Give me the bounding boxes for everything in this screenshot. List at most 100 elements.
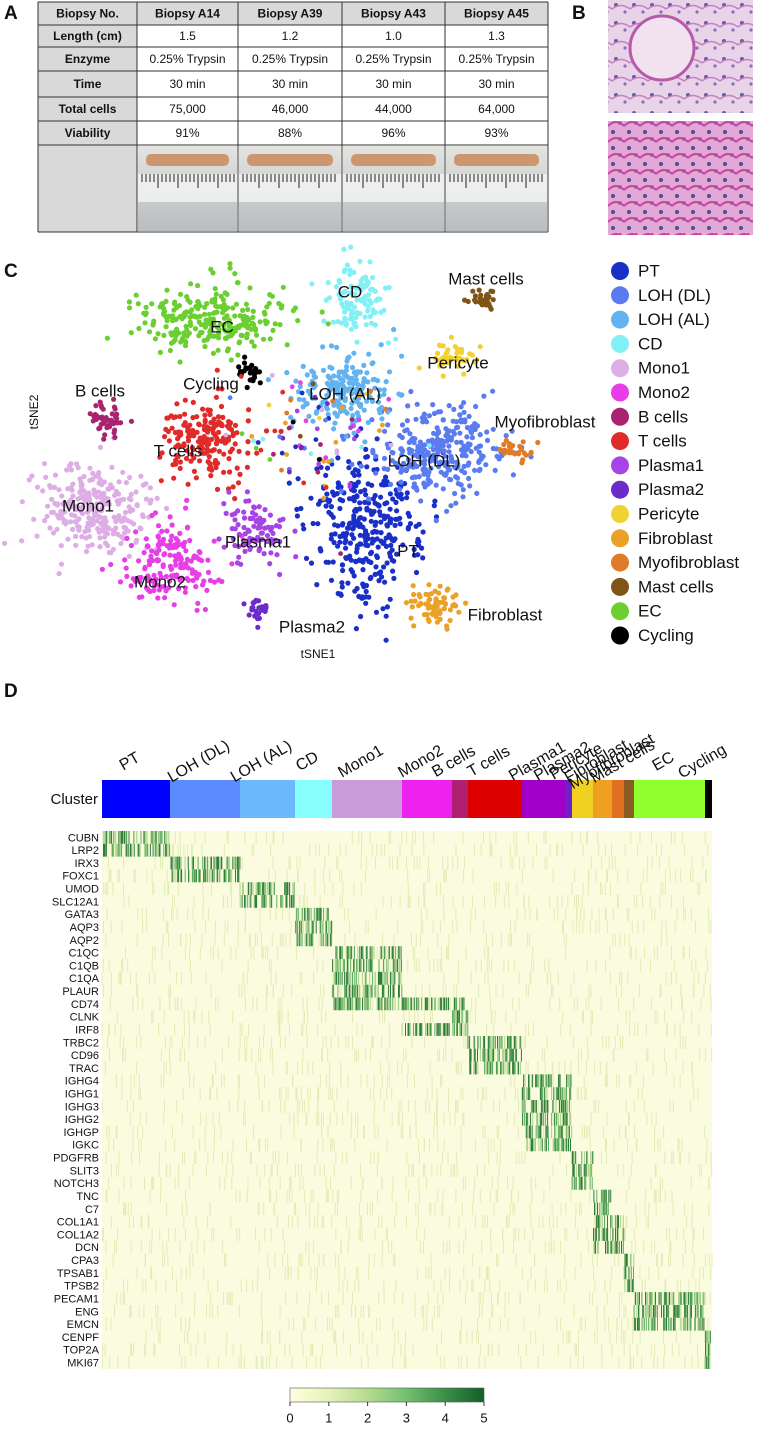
cell-point: [177, 413, 183, 420]
cell-point: [472, 359, 478, 365]
cell-point: [413, 416, 419, 422]
cell-point: [120, 469, 126, 475]
cell-point: [441, 448, 447, 454]
cell-point: [277, 539, 283, 545]
cell-point: [361, 362, 367, 368]
expression-stripes: [123, 895, 684, 908]
cell-point: [97, 444, 104, 450]
legend-swatch: [611, 456, 629, 475]
cell-point: [138, 473, 144, 479]
cell-point: [99, 566, 105, 572]
cell-point: [361, 376, 367, 382]
cell-point: [447, 607, 453, 613]
cell-point: [405, 403, 411, 409]
cell-point: [351, 573, 357, 579]
gene-label: COL1A2: [57, 1229, 99, 1241]
cell-point: [181, 565, 187, 571]
cell-point: [325, 321, 331, 327]
cell-point: [160, 540, 166, 547]
expression-stripes: [171, 869, 240, 883]
gene-label: AQP3: [70, 922, 99, 934]
cell-point: [237, 368, 244, 375]
cell-point: [347, 553, 353, 559]
cell-point: [215, 335, 222, 341]
cell-point: [232, 496, 238, 502]
cell-point: [169, 425, 175, 431]
cell-point: [314, 409, 320, 415]
cell-point: [371, 508, 377, 515]
cell-point: [250, 536, 256, 542]
cell-point: [349, 364, 356, 371]
cluster-bar: [295, 780, 332, 818]
cell-point: [265, 377, 271, 383]
cell-point: [437, 599, 443, 606]
cell-point: [393, 461, 400, 467]
gene-label: FOXC1: [62, 871, 99, 883]
cell-point: [232, 542, 238, 549]
cell-point: [440, 417, 446, 423]
cell-point: [238, 374, 244, 379]
cell-point: [244, 489, 250, 495]
cell-point: [67, 463, 73, 469]
cell-point: [355, 369, 362, 375]
cell-point: [19, 538, 25, 544]
colorbar-tick-label: 5: [480, 1410, 487, 1425]
cell-point: [171, 339, 177, 345]
cell-point: [267, 292, 273, 298]
cell-point: [185, 524, 191, 530]
cell-point: [338, 484, 344, 490]
cell-point: [187, 309, 193, 315]
cell-point: [351, 304, 358, 310]
expression-stripes: [114, 843, 709, 857]
cell-point: [109, 411, 115, 417]
cell-point: [316, 461, 322, 467]
cell-point: [334, 387, 341, 393]
cell-point: [331, 373, 337, 379]
cell-point: [258, 447, 264, 453]
cell-point: [362, 275, 368, 281]
cell-point: [425, 472, 431, 478]
cell-point: [363, 542, 369, 548]
cell-point: [207, 577, 213, 584]
cell-point: [467, 351, 473, 357]
cell-point: [279, 467, 284, 473]
cell-point: [426, 478, 432, 484]
cell-point: [247, 546, 253, 553]
cell-point: [506, 444, 513, 450]
cell-point: [257, 380, 263, 386]
cell-point: [167, 552, 173, 558]
cell-point: [397, 515, 403, 521]
cell-point: [192, 326, 199, 332]
cell-point: [230, 536, 236, 542]
cell-point: [194, 429, 200, 435]
cell-point: [254, 450, 260, 456]
gene-label: PDGFRB: [53, 1153, 99, 1165]
cell-point: [182, 589, 188, 595]
cell-point: [169, 533, 175, 539]
cell-point: [184, 448, 190, 454]
cell-point: [194, 573, 200, 580]
cell-point: [288, 397, 293, 403]
table-cell: 0.25% Trypsin: [252, 52, 328, 66]
cell-point: [535, 439, 541, 446]
cell-point: [448, 334, 454, 340]
gene-label: C7: [85, 1204, 99, 1216]
cell-point: [316, 457, 322, 462]
cell-point: [336, 277, 342, 283]
cell-point: [227, 261, 233, 267]
gene-label: C1QA: [69, 973, 100, 985]
gene-label: PLAUR: [62, 986, 99, 998]
expression-stripes: [123, 1202, 710, 1216]
cell-point: [445, 464, 451, 470]
cell-point: [310, 381, 316, 387]
cell-point: [157, 454, 163, 460]
legend-label: Cycling: [638, 626, 694, 645]
cell-point: [161, 552, 167, 558]
cell-point: [375, 296, 381, 302]
cell-point: [370, 275, 376, 281]
cell-point: [420, 419, 426, 425]
cell-point: [232, 526, 238, 532]
cell-point: [479, 300, 485, 306]
cell-point: [232, 517, 238, 523]
cell-point: [168, 566, 174, 572]
